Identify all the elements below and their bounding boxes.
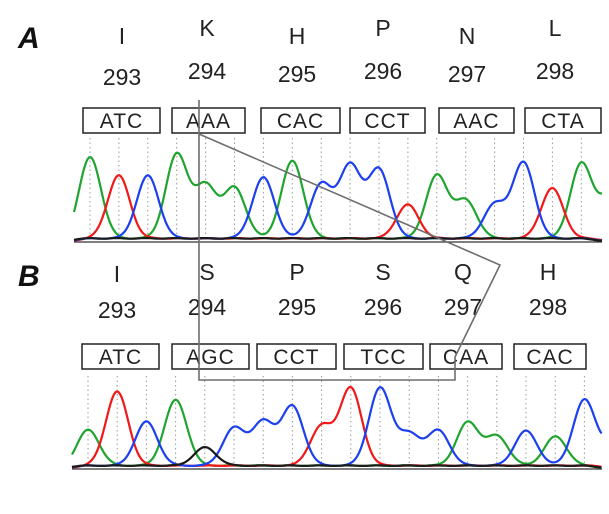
residue-position-label: 297 [448,61,486,87]
panel-a-base-guides [89,138,582,240]
codon-label: CAC [526,346,573,369]
codon-label: CCT [364,110,410,133]
residue-position-label: 293 [103,64,141,90]
amino-acid-label: H [289,23,306,49]
residue-position-label: 296 [364,294,402,320]
codon-box [438,107,515,134]
codon-label: AAA [186,110,231,133]
codon-box [82,107,161,134]
amino-acid-label: P [289,259,304,285]
trace-c-channel [71,386,603,469]
residue-position-label: 293 [98,297,136,323]
panel-a: A I 293 ATC K 294 AAA H 295 CAC P 296 CCT N 297 AAC L 29… [17,15,603,243]
codon-box [343,343,424,370]
codon-box [513,343,587,370]
residue-position-label: 297 [444,294,482,320]
trace-a-channel [72,151,603,240]
codon-label: ATC [100,110,143,133]
amino-acid-label: I [119,23,125,49]
codon-label: AAC [453,110,499,133]
amino-acid-label: L [549,15,562,41]
trace-c-channel [73,160,603,242]
panel-a-label: A [17,22,40,55]
trace-g-channel [71,446,602,469]
codon-label: CCT [273,346,319,369]
codon-box [171,107,246,134]
codon-box [429,343,503,370]
residue-position-label: 294 [188,58,227,84]
amino-acid-label: S [375,259,390,285]
codon-label: CTA [541,110,584,133]
amino-acid-label: N [459,23,476,49]
codon-box [260,107,341,134]
amino-acid-label: Q [454,259,472,285]
codon-label: AGC [186,346,235,369]
codon-box [524,107,602,134]
panel-a-codon-track: I 293 ATC K 294 AAA H 295 CAC P 296 CCT N 297 AAC L 298 C… [82,15,602,134]
codon-box [256,343,337,370]
panel-b: B I 293 ATC S 294 AGC P 295 CCT S 296 TCC Q 297 CAA H 29… [18,259,603,470]
panel-a-chromatogram [72,151,603,243]
residue-position-label: 298 [536,58,574,84]
codon-box [81,343,160,370]
residue-position-label: 295 [278,294,316,320]
deletion-connector [198,100,502,381]
codon-label: CAA [443,346,489,369]
codon-label: CAC [277,110,324,133]
codon-label: ATC [99,346,142,369]
amino-acid-label: S [199,259,214,285]
residue-position-label: 294 [188,294,227,320]
codon-box [349,107,426,134]
amino-acid-label: I [114,261,120,287]
amino-acid-label: H [540,259,557,285]
residue-position-label: 298 [529,294,567,320]
residue-position-label: 296 [364,58,402,84]
residue-position-label: 295 [278,61,316,87]
trace-g-channel [73,237,603,242]
codon-box [171,343,250,370]
amino-acid-label: K [199,15,215,41]
panel-b-codon-track: I 293 ATC S 294 AGC P 295 CCT S 296 TCC Q 297 CAA H 298 C… [81,259,587,370]
amino-acid-label: P [375,15,390,41]
panel-b-label: B [18,260,40,293]
panel-b-chromatogram [71,386,603,470]
codon-label: TCC [360,346,406,369]
